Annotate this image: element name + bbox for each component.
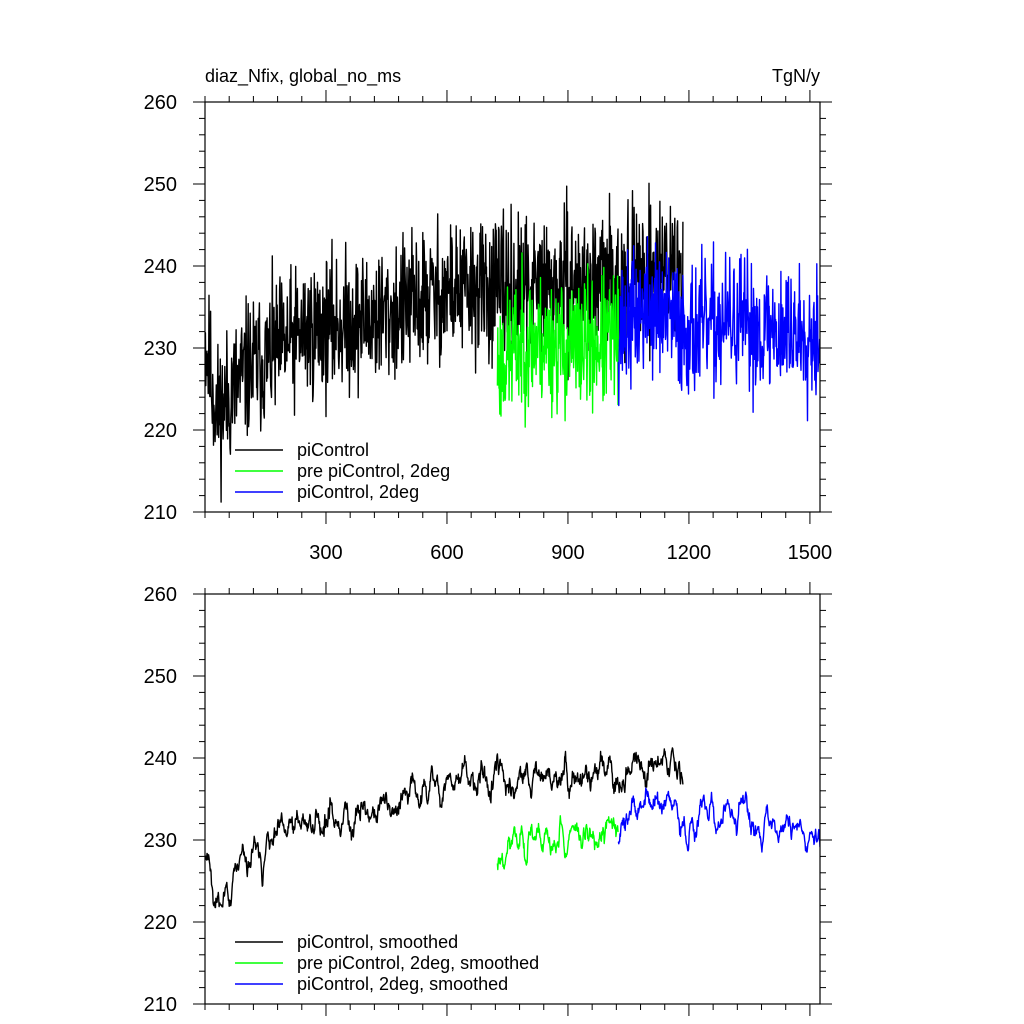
top-y-tick-label: 220 xyxy=(144,420,177,442)
top-title-left: diaz_Nfix, global_no_ms xyxy=(205,66,401,87)
top-series-1 xyxy=(496,252,620,428)
top-legend-label-1: pre piControl, 2deg xyxy=(297,461,450,481)
top-x-tick-label: 1200 xyxy=(667,542,712,564)
top-legend-label-0: piControl xyxy=(297,440,369,460)
bottom-y-tick-label: 210 xyxy=(144,994,177,1016)
bottom-series-0 xyxy=(205,747,684,909)
bottom-chart: 210 220 230 240 250 260 piControl, smoothedpre… xyxy=(144,582,832,1016)
bottom-series-1 xyxy=(496,815,619,871)
top-plot-frame xyxy=(204,101,821,513)
top-title-right: TgN/y xyxy=(772,66,820,86)
top-y-tick-label: 230 xyxy=(144,338,177,360)
bottom-y-tick-label: 260 xyxy=(144,584,177,606)
top-y-tick-label: 210 xyxy=(144,502,177,524)
top-x-tick-label: 300 xyxy=(309,542,342,564)
top-y-tick-label: 250 xyxy=(144,174,177,196)
top-y-tick-label: 240 xyxy=(144,256,177,278)
top-x-tick-label: 600 xyxy=(430,542,463,564)
bottom-y-tick-label: 240 xyxy=(144,748,177,770)
top-y-tick-label: 260 xyxy=(144,92,177,114)
top-x-tick-label: 1500 xyxy=(788,542,833,564)
bottom-legend-label-1: pre piControl, 2deg, smoothed xyxy=(297,953,539,973)
bottom-y-tick-label: 250 xyxy=(144,666,177,688)
top-legend-label-2: piControl, 2deg xyxy=(297,482,419,502)
bottom-y-tick-label: 230 xyxy=(144,830,177,852)
top-x-tick-label: 900 xyxy=(551,542,584,564)
bottom-legend-label-0: piControl, smoothed xyxy=(297,932,458,952)
bottom-plot-frame xyxy=(204,593,821,1005)
top-series-2 xyxy=(617,236,820,422)
top-chart: 210 220 230 240 250 260 300 600 900 1200 1500 piCon… xyxy=(144,90,833,564)
bottom-legend-label-2: piControl, 2deg, smoothed xyxy=(297,974,508,994)
bottom-y-tick-label: 220 xyxy=(144,912,177,934)
bottom-series-2 xyxy=(617,787,820,853)
